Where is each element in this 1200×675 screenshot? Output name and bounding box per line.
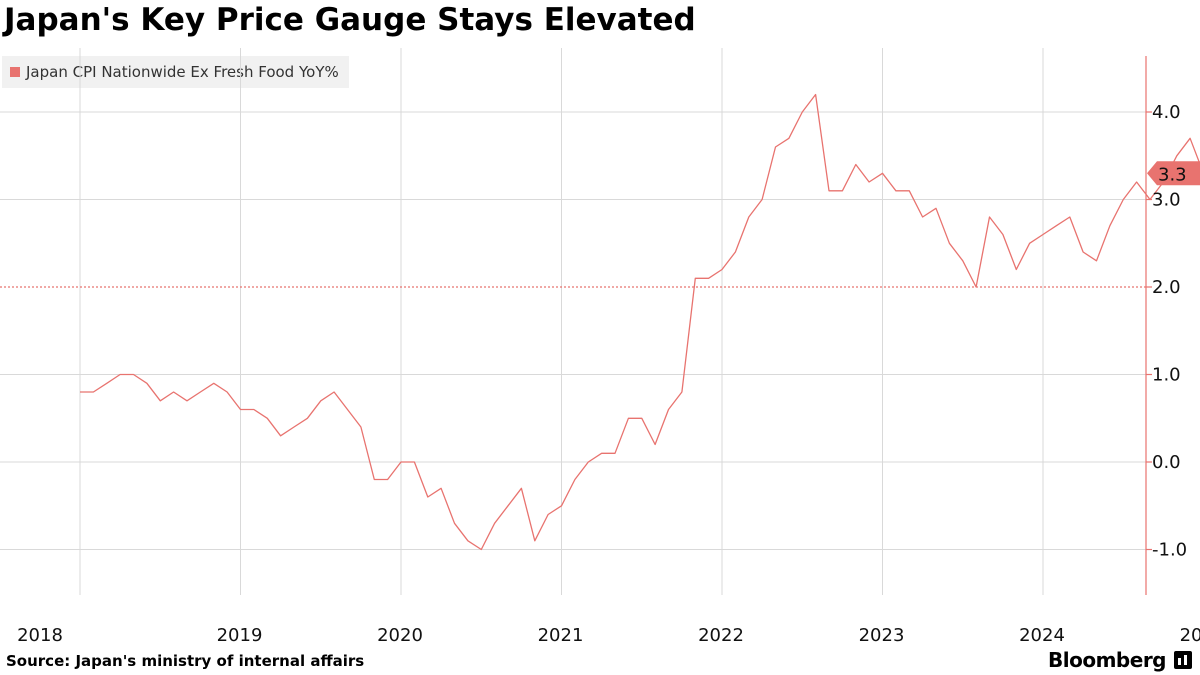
y-tick-label: 2.0 <box>1152 277 1181 298</box>
y-tick-label: 3.0 <box>1152 190 1181 211</box>
last-value-group: 3.3 <box>1147 161 1200 186</box>
chart-title: Japan's Key Price Gauge Stays Elevated <box>4 2 696 38</box>
x-tick-label: 2018 <box>17 625 63 646</box>
y-tick-label: 1.0 <box>1152 365 1181 386</box>
y-axis: 4.0 3.0 2.0 1.0 0.0 -1.0 <box>1145 56 1187 595</box>
legend-label: Japan CPI Nationwide Ex Fresh Food YoY% <box>26 63 339 81</box>
last-value-badge <box>1147 161 1200 186</box>
brand-name: Bloomberg <box>1048 648 1166 672</box>
y-tick-label: 0.0 <box>1152 452 1181 473</box>
x-tick-label: 2019 <box>217 625 263 646</box>
x-axis: 2018 2019 2020 2021 2022 2023 2024 2025 <box>17 625 1200 646</box>
source-note: Source: Japan's ministry of internal aff… <box>6 652 365 670</box>
series-line <box>80 93 1200 551</box>
brand-logo: Bloomberg <box>1048 648 1192 672</box>
legend-swatch <box>10 67 20 77</box>
x-tick-label: 2023 <box>859 625 905 646</box>
x-gridlines <box>79 48 1044 595</box>
bloomberg-chart-icon <box>1174 651 1192 669</box>
y-tick-label: -1.0 <box>1152 540 1187 561</box>
x-tick-label: 2021 <box>538 625 584 646</box>
x-tick-label: 2025 <box>1180 625 1200 646</box>
last-value-label: 3.3 <box>1158 164 1187 185</box>
x-tick-label: 2022 <box>698 625 744 646</box>
x-tick-label: 2020 <box>377 625 423 646</box>
y-tick-label: 4.0 <box>1152 102 1181 123</box>
series-group <box>80 93 1200 551</box>
legend: Japan CPI Nationwide Ex Fresh Food YoY% <box>2 56 349 88</box>
y-gridlines <box>0 111 1146 550</box>
x-tick-label: 2024 <box>1019 625 1065 646</box>
